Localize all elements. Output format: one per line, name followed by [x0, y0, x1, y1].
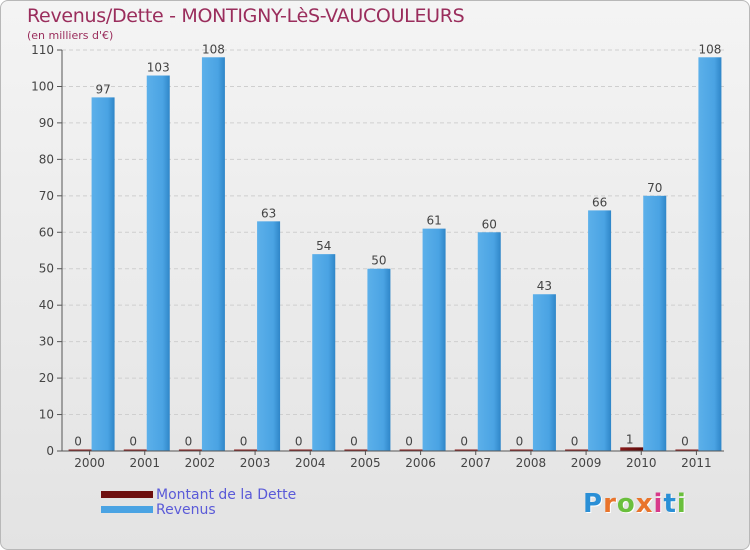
- label-revenue-2000: 97: [95, 82, 110, 96]
- label-revenue-2007: 60: [482, 217, 497, 231]
- logo-letter: i: [653, 489, 664, 519]
- logo-letter: r: [603, 489, 617, 519]
- y-tick-label: 90: [39, 116, 54, 130]
- y-tick-label: 20: [39, 371, 54, 385]
- label-debt-2010: 1: [626, 432, 634, 446]
- bar-revenue-2009: [588, 210, 612, 451]
- logo-letter: o: [616, 489, 636, 519]
- bar-debt-2001: [123, 449, 147, 451]
- label-debt-2004: 0: [295, 435, 303, 449]
- label-revenue-2004: 54: [316, 239, 331, 253]
- label-revenue-2006: 61: [426, 214, 441, 228]
- bar-debt-2006: [399, 449, 423, 451]
- x-tick-label-2006: 2006: [405, 456, 436, 470]
- x-tick-label-2003: 2003: [240, 456, 271, 470]
- label-debt-2006: 0: [405, 435, 413, 449]
- logo-letter: x: [635, 489, 654, 519]
- bar-revenue-2001: [146, 75, 170, 451]
- proxiti-logo: Proxiti: [583, 489, 687, 519]
- x-tick-label-2001: 2001: [129, 456, 160, 470]
- bar-revenue-2002: [201, 57, 225, 452]
- label-debt-2002: 0: [185, 435, 193, 449]
- legend-swatch-debt: [101, 491, 153, 498]
- bar-revenue-2004: [312, 254, 336, 451]
- legend-swatch-revenue: [101, 506, 153, 513]
- label-debt-2005: 0: [350, 435, 358, 449]
- x-tick-label-2011: 2011: [681, 456, 712, 470]
- bar-revenue-2005: [367, 268, 391, 451]
- label-debt-2009: 0: [571, 435, 579, 449]
- bar-debt-2003: [234, 449, 258, 451]
- bar-debt-2010: [620, 447, 644, 451]
- y-tick-label: 40: [39, 298, 54, 312]
- label-debt-2001: 0: [129, 435, 137, 449]
- bar-debt-2009: [565, 449, 589, 451]
- bar-revenue-2011: [698, 57, 722, 452]
- chart-subtitle: (en milliers d'€): [27, 29, 114, 42]
- logo-letter: i: [676, 489, 687, 519]
- logo-letter: P: [583, 489, 604, 519]
- bar-debt-2008: [509, 449, 533, 451]
- label-debt-2007: 0: [460, 435, 468, 449]
- legend-label-revenue: Revenus: [156, 501, 216, 518]
- bar-revenue-2008: [532, 294, 556, 451]
- y-tick-label: 110: [31, 43, 54, 57]
- y-tick-label: 30: [39, 335, 54, 349]
- x-tick-label-2008: 2008: [516, 456, 547, 470]
- x-tick-label-2007: 2007: [460, 456, 491, 470]
- logo-letter: t: [663, 489, 677, 519]
- x-tick-label-2010: 2010: [626, 456, 657, 470]
- y-tick-label: 80: [39, 152, 54, 166]
- label-revenue-2002: 108: [202, 42, 225, 56]
- label-revenue-2011: 108: [698, 42, 721, 56]
- x-tick-label-2002: 2002: [185, 456, 216, 470]
- legend-label-debt: Montant de la Dette: [156, 486, 297, 503]
- legend-item-debt: Montant de la Dette: [101, 486, 297, 503]
- legend-item-revenue: Revenus: [101, 501, 296, 518]
- y-tick-label: 50: [39, 262, 54, 276]
- label-revenue-2010: 70: [647, 181, 662, 195]
- bar-revenue-2007: [477, 232, 501, 451]
- y-tick-label: 10: [39, 408, 54, 422]
- y-tick-label: 70: [39, 189, 54, 203]
- bar-revenue-2010: [643, 195, 667, 451]
- bar-debt-2000: [68, 449, 92, 451]
- bar-debt-2005: [344, 449, 368, 451]
- x-tick-label-2005: 2005: [350, 456, 381, 470]
- x-tick-label-2000: 2000: [74, 456, 105, 470]
- y-tick-label: 0: [46, 444, 54, 458]
- legend: Montant de la Dette Revenus: [101, 486, 297, 518]
- label-revenue-2008: 43: [537, 279, 552, 293]
- label-debt-2011: 0: [681, 435, 689, 449]
- bar-debt-2011: [675, 449, 699, 451]
- label-revenue-2001: 103: [147, 61, 170, 75]
- y-tick-label: 100: [31, 79, 54, 93]
- chart-title: Revenus/Dette - MONTIGNY-LèS-VAUCOULEURS: [27, 5, 465, 27]
- label-revenue-2009: 66: [592, 195, 607, 209]
- bar-revenue-2000: [91, 97, 115, 452]
- bar-revenue-2003: [257, 221, 281, 451]
- label-revenue-2005: 50: [371, 254, 386, 268]
- label-revenue-2003: 63: [261, 206, 276, 220]
- label-debt-2003: 0: [240, 435, 248, 449]
- label-debt-2000: 0: [74, 435, 82, 449]
- bar-revenue-2006: [422, 228, 446, 451]
- label-debt-2008: 0: [516, 435, 524, 449]
- x-tick-label-2004: 2004: [295, 456, 326, 470]
- bar-debt-2007: [454, 449, 478, 451]
- bar-debt-2002: [178, 449, 202, 451]
- y-tick-label: 60: [39, 225, 54, 239]
- bar-debt-2004: [289, 449, 313, 451]
- x-tick-label-2009: 2009: [571, 456, 602, 470]
